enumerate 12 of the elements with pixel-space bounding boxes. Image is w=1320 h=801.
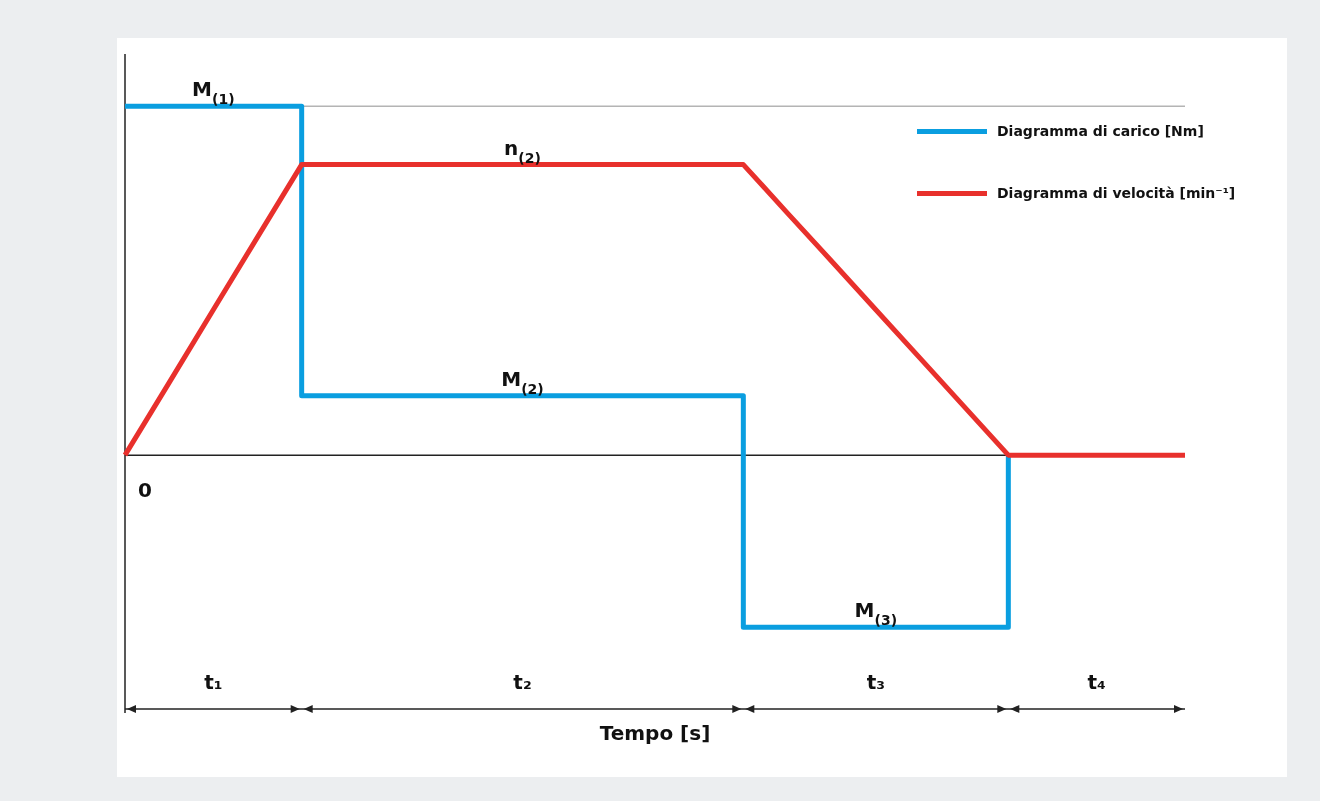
x-tick-label: t₂ (513, 670, 532, 695)
annotation: M$_{(1)}$ (192, 77, 235, 108)
legend-label: Diagramma di velocità [min⁻¹] (997, 185, 1236, 201)
annotation: M$_{(2)}$ (501, 366, 544, 397)
annotation: M$_{(3)}$ (854, 598, 898, 629)
legend-label: Diagramma di carico [Nm] (997, 123, 1204, 139)
x-axis-title: Tempo [s] (598, 721, 712, 745)
annotation: 0 (138, 478, 152, 503)
x-tick-label: t₁ (204, 670, 223, 695)
x-tick-label: t₃ (866, 670, 885, 695)
annotation: n$_{(2)}$ (504, 135, 541, 166)
x-tick-label: t₄ (1087, 670, 1106, 695)
